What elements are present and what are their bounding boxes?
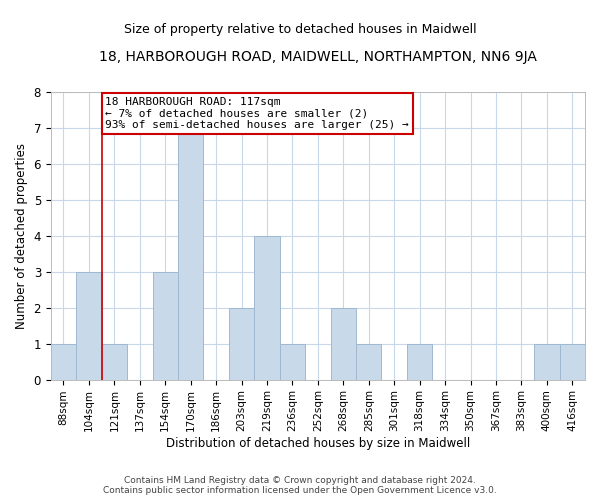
Title: 18, HARBOROUGH ROAD, MAIDWELL, NORTHAMPTON, NN6 9JA: 18, HARBOROUGH ROAD, MAIDWELL, NORTHAMPT… xyxy=(99,50,537,64)
Bar xyxy=(51,344,76,380)
Bar xyxy=(560,344,585,380)
Bar xyxy=(331,308,356,380)
Text: Contains HM Land Registry data © Crown copyright and database right 2024.
Contai: Contains HM Land Registry data © Crown c… xyxy=(103,476,497,495)
Bar xyxy=(534,344,560,380)
Bar xyxy=(280,344,305,380)
Bar xyxy=(229,308,254,380)
Bar xyxy=(178,128,203,380)
Bar xyxy=(152,272,178,380)
Y-axis label: Number of detached properties: Number of detached properties xyxy=(15,142,28,328)
Bar xyxy=(407,344,433,380)
Text: Size of property relative to detached houses in Maidwell: Size of property relative to detached ho… xyxy=(124,22,476,36)
Bar xyxy=(356,344,382,380)
Bar xyxy=(76,272,101,380)
X-axis label: Distribution of detached houses by size in Maidwell: Distribution of detached houses by size … xyxy=(166,437,470,450)
Bar xyxy=(254,236,280,380)
Bar xyxy=(101,344,127,380)
Text: 18 HARBOROUGH ROAD: 117sqm
← 7% of detached houses are smaller (2)
93% of semi-d: 18 HARBOROUGH ROAD: 117sqm ← 7% of detac… xyxy=(106,97,409,130)
